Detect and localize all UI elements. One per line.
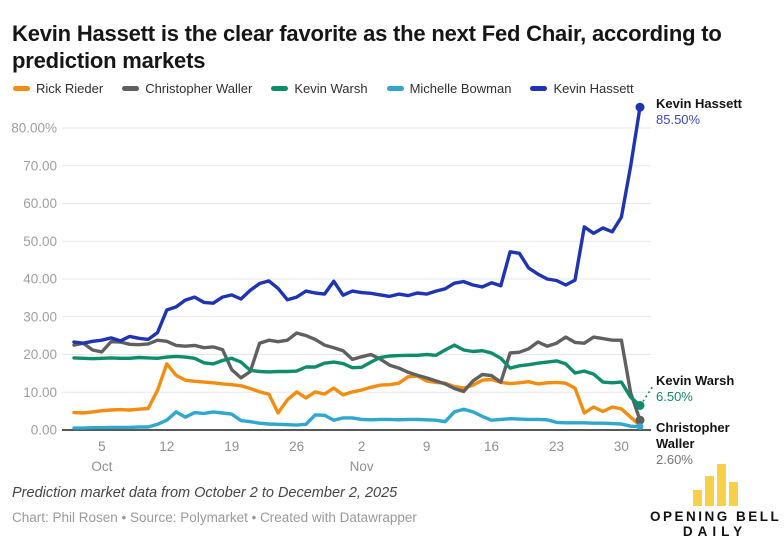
annotation-kevin-warsh-name: Kevin Warsh [656, 373, 735, 388]
legend-item-christopher-waller: Christopher Waller [122, 81, 252, 96]
svg-text:16: 16 [484, 439, 499, 454]
legend-item-rick-rieder: Rick Rieder [13, 81, 103, 96]
svg-text:19: 19 [224, 439, 239, 454]
annotation-kevin-hassett-value: 85.50% [656, 112, 701, 127]
chart-legend: Rick Rieder Christopher Waller Kevin Warsh… [13, 81, 634, 96]
annotation-christopher-waller: Christopher Waller 2.60% [656, 420, 752, 468]
legend-swatch-icon [271, 86, 289, 91]
page-title: Kevin Hassett is the clear favorite as t… [12, 20, 722, 73]
annotation-christopher-waller-name: Christopher Waller [656, 420, 730, 451]
svg-text:80.00%: 80.00% [11, 121, 57, 136]
svg-text:Nov: Nov [350, 459, 374, 474]
annotation-kevin-hassett-name: Kevin Hassett [656, 96, 742, 111]
annotation-kevin-warsh-value: 6.50% [656, 389, 693, 404]
annotation-christopher-waller-value: 2.60% [656, 452, 693, 467]
legend-label: Kevin Warsh [294, 81, 368, 96]
legend-swatch-icon [386, 86, 404, 91]
legend-swatch-icon [122, 86, 140, 91]
logo-bar [692, 490, 702, 506]
svg-text:12: 12 [159, 439, 174, 454]
opening-bell-daily-logo: OPENING BELL DAILY [650, 463, 780, 539]
legend-label: Kevin Hassett [553, 81, 634, 96]
svg-text:40.00: 40.00 [23, 272, 57, 287]
logo-bar [728, 482, 738, 506]
legend-label: Rick Rieder [36, 81, 104, 96]
svg-text:20.00: 20.00 [23, 347, 57, 362]
chart-subtitle-note: Prediction market data from October 2 to… [12, 485, 398, 501]
legend-swatch-icon [530, 86, 548, 91]
chart-credit: Chart: Phil Rosen • Source: Polymarket •… [12, 510, 417, 525]
svg-text:0.00: 0.00 [31, 423, 57, 438]
legend-item-kevin-hassett: Kevin Hassett [530, 81, 634, 96]
svg-text:9: 9 [423, 439, 431, 454]
svg-text:70.00: 70.00 [23, 158, 57, 173]
svg-text:10.00: 10.00 [23, 385, 57, 400]
svg-text:2: 2 [358, 439, 366, 454]
annotation-kevin-warsh: Kevin Warsh 6.50% [656, 373, 734, 405]
legend-item-kevin-warsh: Kevin Warsh [271, 81, 368, 96]
logo-bar [704, 476, 714, 506]
svg-text:23: 23 [549, 439, 564, 454]
svg-text:Oct: Oct [91, 459, 112, 474]
legend-item-michelle-bowman: Michelle Bowman [386, 81, 512, 96]
svg-text:60.00: 60.00 [23, 196, 57, 211]
bar-chart-icon [650, 463, 780, 506]
svg-text:26: 26 [289, 439, 304, 454]
logo-text-line1: OPENING BELL [650, 509, 782, 524]
legend-label: Christopher Waller [145, 81, 253, 96]
svg-text:50.00: 50.00 [23, 234, 57, 249]
logo-text-line2: DAILY [682, 524, 748, 539]
annotation-kevin-hassett: Kevin Hassett 85.50% [656, 96, 742, 128]
legend-label: Michelle Bowman [409, 81, 512, 96]
svg-text:5: 5 [98, 439, 106, 454]
svg-text:30: 30 [614, 439, 629, 454]
logo-bar [716, 464, 726, 506]
svg-text:30.00: 30.00 [23, 309, 57, 324]
legend-swatch-icon [13, 86, 30, 91]
